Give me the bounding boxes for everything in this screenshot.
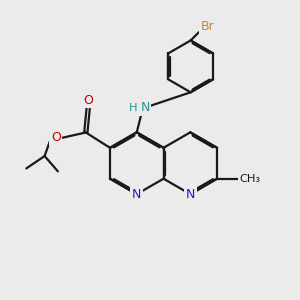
Text: N: N xyxy=(186,188,195,201)
Text: O: O xyxy=(83,94,93,106)
Text: N: N xyxy=(140,101,150,114)
Text: Br: Br xyxy=(201,20,214,33)
Text: H: H xyxy=(129,103,137,112)
Text: N: N xyxy=(132,188,141,201)
Text: CH₃: CH₃ xyxy=(239,174,261,184)
Text: O: O xyxy=(51,131,61,144)
